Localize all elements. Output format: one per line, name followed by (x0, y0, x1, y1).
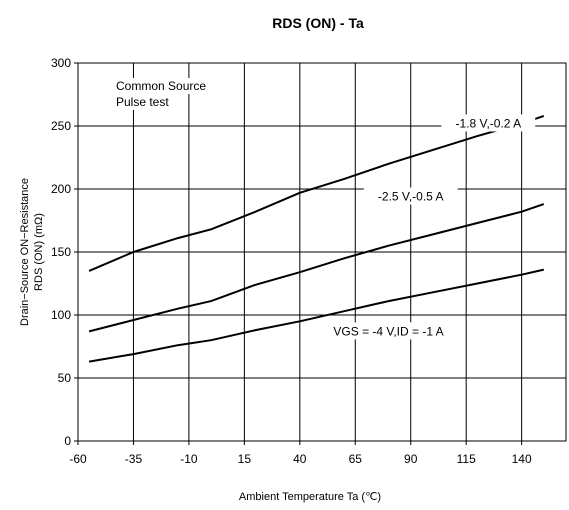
series-lines (88, 114, 545, 363)
annotation-pulse-test: Pulse test (116, 95, 169, 109)
x-tick-label: 90 (404, 452, 418, 466)
y-tick-label: 150 (51, 245, 71, 259)
x-tick-label: 140 (512, 452, 532, 466)
x-tick-label: -10 (180, 452, 198, 466)
plot-frame (77, 62, 567, 442)
tick-labels: -60 -35 -10 15 40 65 90 115 140 0 50 100 150 200 250 30… (51, 56, 532, 466)
y-axis-label-line1: Drain−Source ON−Resistance (19, 178, 31, 326)
series-label-background (363, 187, 458, 205)
series-label-3: VGS = -4 V,ID = -1 A (333, 324, 443, 338)
x-tick-label: 40 (293, 452, 307, 466)
series-labels: -1.8 V,-0.2 A -2.5 V,-0.5 A VGS = -4 V,ID … (318, 114, 536, 340)
series-line-1 (88, 114, 545, 272)
series-label-1: -1.8 V,-0.2 A (456, 116, 522, 130)
series-label-background (318, 322, 459, 340)
x-tick-label: 65 (349, 452, 363, 466)
y-tick-label: 200 (51, 182, 71, 196)
chart-title: RDS (ON) - Ta (272, 15, 364, 31)
y-tick-label: 50 (58, 371, 72, 385)
x-tick-label: 115 (457, 452, 476, 466)
y-tick-label: 300 (51, 56, 71, 70)
y-tick-label: 100 (51, 308, 71, 322)
series-line-3 (88, 268, 545, 363)
x-tick-label: -35 (125, 452, 143, 466)
y-axis-label-line2: RDS (ON) (mΩ) (33, 213, 45, 291)
series-label-2: -2.5 V,-0.5 A (378, 190, 444, 204)
annotation-background (113, 94, 187, 110)
x-tick-label: -60 (69, 452, 87, 466)
series-line-2 (88, 203, 545, 333)
x-axis-label: Ambient Temperature Ta (℃) (239, 491, 381, 503)
x-tick-label: 15 (238, 452, 252, 466)
y-tick-label: 250 (51, 119, 71, 133)
annotation-background (113, 78, 208, 94)
y-tick-label: 0 (64, 434, 71, 448)
annotation-common-source: Common Source (116, 79, 206, 93)
series-label-background (441, 114, 536, 132)
